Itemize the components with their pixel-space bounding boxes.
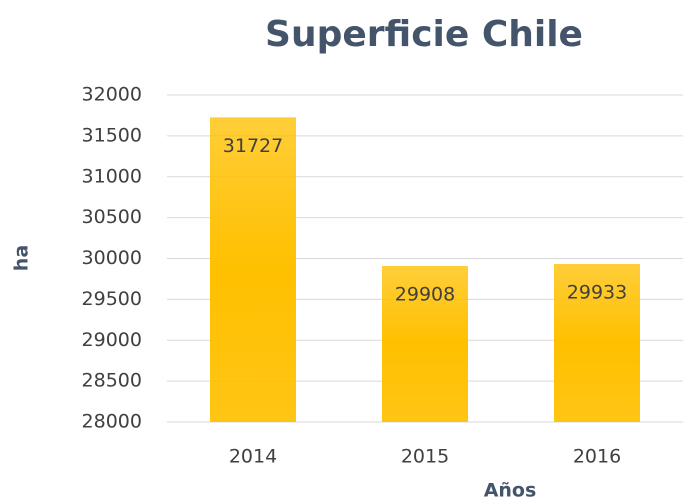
y-tick-label: 29000 bbox=[82, 329, 142, 351]
x-tick-label: 2016 bbox=[573, 446, 621, 468]
data-label: 29933 bbox=[567, 281, 627, 303]
data-label: 31727 bbox=[223, 135, 283, 157]
y-tick-label: 32000 bbox=[82, 84, 142, 106]
chart-title: Superficie Chile bbox=[265, 14, 583, 55]
y-tick-label: 29500 bbox=[82, 288, 142, 310]
x-tick-label: 2015 bbox=[401, 446, 449, 468]
y-tick-label: 30000 bbox=[82, 247, 142, 269]
y-tick-label: 31500 bbox=[82, 124, 142, 146]
bar bbox=[554, 263, 640, 422]
y-tick-label: 31000 bbox=[82, 165, 142, 187]
y-axis-label: ha bbox=[11, 245, 33, 271]
y-tick-label: 28000 bbox=[82, 411, 142, 433]
x-tick-label: 2014 bbox=[229, 446, 277, 468]
data-label: 29908 bbox=[395, 284, 455, 306]
y-tick-label: 28500 bbox=[82, 370, 142, 392]
bar bbox=[210, 117, 296, 422]
y-tick-label: 30500 bbox=[82, 206, 142, 228]
bar bbox=[382, 266, 468, 422]
x-axis-label: Años bbox=[484, 480, 537, 502]
